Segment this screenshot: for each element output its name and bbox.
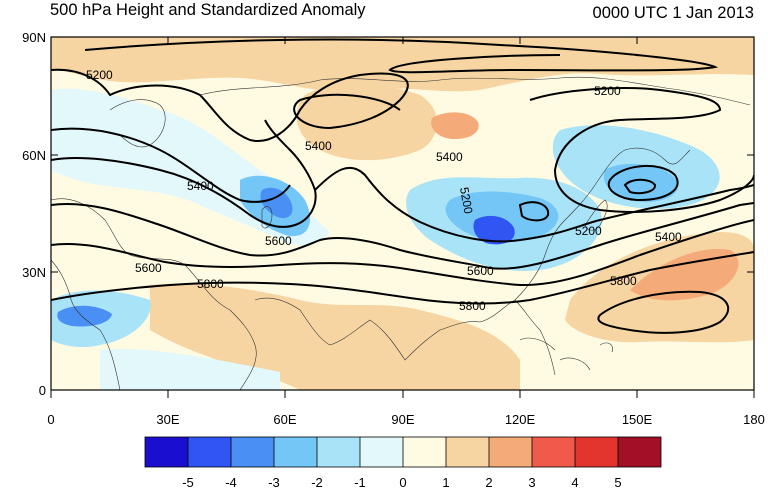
contour-label: 5600 [265,234,292,248]
contour-ne-low-b [607,164,679,202]
contour-5600-b [51,219,754,287]
contour-5800-loop [597,290,730,334]
contour-label: 5400 [305,139,332,153]
height-contours [51,38,754,334]
colorbar-swatch [403,437,446,467]
contour-label: 5800 [197,277,224,291]
colorbar-swatch [532,437,575,467]
anomaly-positive-tropics [150,283,520,390]
contour-5600-loop [518,201,550,222]
colorbar-swatch [317,437,360,467]
coastline-indonesia [519,337,613,371]
colorbar-label: 1 [442,475,449,490]
colorbar-swatch [231,437,274,467]
x-tick-label: 30E [156,412,179,427]
x-tick-label: 0 [47,412,54,427]
timestamp: 0000 UTC 1 Jan 2013 [592,4,754,22]
anomaly-positive-siberia [296,83,437,161]
colorbar-swatch [360,437,403,467]
colorbar-label: 5 [614,475,621,490]
colorbar-outlines [144,436,662,468]
colorbar-label: 2 [485,475,492,490]
contour-label: 5200 [594,84,621,98]
contour-label: 5800 [459,299,486,313]
anomaly-negative-africa-core [57,305,112,327]
contour-label: 5400 [655,230,682,244]
colorbar-label: -1 [354,475,366,490]
contour-5200-east [529,87,754,213]
contour-label: 5200 [86,68,113,82]
anomaly-negative-indian-ocean [100,349,280,390]
colorbar-label: -4 [225,475,237,490]
colorbar-label: -3 [268,475,280,490]
colorbar-swatch [188,437,231,467]
anomaly-negative-northeast-asia-core [603,163,678,202]
colorbar-label: 4 [571,475,578,490]
contour-5400-west [51,119,317,228]
contour-label-group: 5200 5400 5400 5400 5600 5600 5800 5200 … [86,68,682,313]
coastline-asia-south [254,297,556,376]
anomaly-positive-siberia-core [431,112,479,140]
y-axis: 90N 60N 30N 0 [22,30,754,398]
chart-title: 500 hPa Height and Standardized Anomaly [50,1,366,19]
x-axis: 0 30E 60E 90E 120E 150E 180 [47,37,765,427]
contour-label: 5200 [575,224,602,238]
x-tick-label: 150E [622,412,653,427]
colorbar-swatch [446,437,489,467]
colorbar-label: 0 [399,475,406,490]
contour-ne-low [623,178,656,195]
y-tick-label: 0 [39,383,46,398]
colorbar-label: -2 [311,475,323,490]
contour-5400-mid [51,127,291,203]
y-tick-label: 90N [22,30,46,45]
y-tick-label: 30N [22,265,46,280]
anomaly-negative-east-asia-core [445,191,559,243]
y-tick-label: 60N [22,148,46,163]
coastline-africa-west [51,259,121,390]
anomaly-positive-pacific-core [630,249,739,301]
anomaly-negative-east-asia-strong [473,215,515,245]
contour-5800 [51,251,754,305]
anomaly-negative-caspian-core [260,187,293,219]
colorbar-label: -5 [182,475,194,490]
x-tick-label: 180 [743,412,765,427]
contour-label: 5400 [187,179,214,193]
colorbar-swatch [575,437,618,467]
coastline-arctic [199,76,751,106]
contour-label: 5600 [135,261,162,275]
contour-5200-north [51,68,409,142]
colorbar-swatch [274,437,317,467]
anomaly-field [51,37,754,390]
colorbar-label: 3 [528,475,535,490]
contour-label: 5400 [436,150,463,164]
colorbar-swatch [489,437,532,467]
contour-arctic-loop [84,38,719,74]
coastline-asia-east [514,147,691,301]
coastline-scandinavia [109,99,166,148]
colorbar-swatch [618,437,661,467]
colorbar-swatch [145,437,188,467]
contour-label: 5600 [467,264,494,278]
contour-5400-asia [314,166,754,243]
x-tick-label: 60E [273,412,296,427]
x-tick-label: 90E [391,412,414,427]
coastline-caspian [261,206,273,229]
colorbar: -5 -4 -3 -2 -1 0 1 2 3 4 5 [144,436,662,490]
contour-5600 [51,202,754,270]
x-tick-label: 120E [505,412,536,427]
contour-label: 5800 [610,274,637,288]
contour-label: 5200 [457,186,475,215]
